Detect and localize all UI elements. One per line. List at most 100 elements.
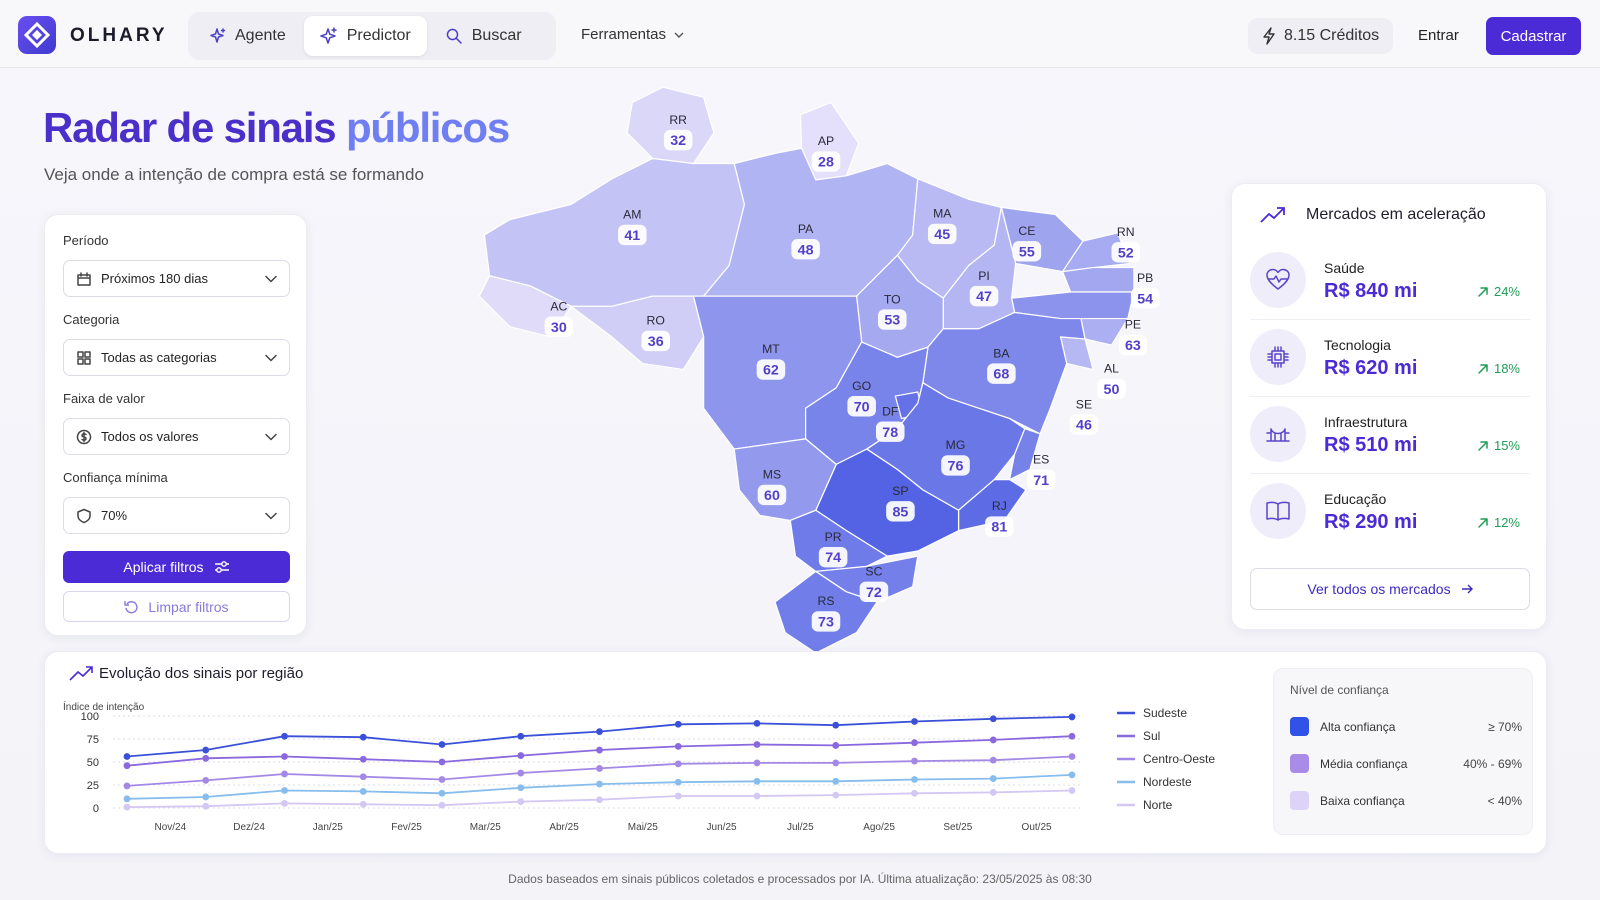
filter-label: Período <box>63 233 109 248</box>
up-arrow <box>1478 440 1488 451</box>
series-point <box>517 752 525 759</box>
market-row[interactable]: Infraestrutura R$ 510 mi 15% <box>1250 396 1530 474</box>
series-point <box>989 775 997 782</box>
tab-label: Agente <box>235 27 286 44</box>
y-tick-label: 75 <box>87 734 99 746</box>
market-change: 24% <box>1477 284 1520 299</box>
confidence-range: 40% - 69% <box>1463 757 1522 771</box>
state-code: RS <box>818 594 835 608</box>
filter-select[interactable]: Próximos 180 dias <box>63 260 290 297</box>
filter-card: Aplicar filtros Limpar filtros Período Pr… <box>44 214 307 636</box>
title-accent: públicos <box>345 104 510 151</box>
legend-label: Nordeste <box>1143 775 1192 789</box>
chart-card: Evolução dos sinais por região Índice de… <box>44 651 1547 854</box>
legend-label: Centro-Oeste <box>1143 752 1215 766</box>
signup-button[interactable]: Cadastrar <box>1486 17 1581 55</box>
nav-tab[interactable]: Buscar <box>429 16 538 56</box>
series-point <box>202 777 210 784</box>
state-shape <box>570 295 705 371</box>
state-code: CE <box>1018 224 1035 238</box>
series-point <box>596 728 603 736</box>
brand: OLHARY <box>70 25 168 46</box>
series-point <box>596 765 603 772</box>
chevron-path <box>265 275 277 282</box>
market-row[interactable]: Saúde R$ 840 mi 24% <box>1250 242 1530 320</box>
series-point <box>1068 753 1076 760</box>
value-badge <box>1097 378 1126 400</box>
series-point <box>359 773 367 781</box>
state-code: MS <box>763 468 781 482</box>
credits[interactable]: 8.15 Créditos <box>1248 18 1394 54</box>
state-code: BA <box>993 346 1010 360</box>
select-icon <box>76 429 92 444</box>
market-glyph <box>1266 428 1290 442</box>
state-code: RN <box>1117 225 1135 239</box>
market-row[interactable]: Tecnologia R$ 620 mi 18% <box>1250 319 1530 397</box>
state-code: SP <box>892 484 908 498</box>
series-point <box>123 762 131 770</box>
markets-button[interactable]: Ver todos os mercados <box>1250 568 1530 610</box>
market-name: Saúde <box>1324 260 1365 276</box>
state-code: PI <box>978 269 990 283</box>
apply-button[interactable]: Aplicar filtros <box>63 551 290 583</box>
state-value: 54 <box>1137 291 1153 307</box>
change-label: 15% <box>1493 438 1520 453</box>
filter-select[interactable]: Todas as categorias <box>63 339 290 376</box>
chevron-path <box>265 512 277 519</box>
x-tick-label: Jul/25 <box>787 822 814 833</box>
market-name: Infraestrutura <box>1324 414 1408 430</box>
filter-label: Confiança mínima <box>63 470 168 485</box>
legend-label: Sul <box>1143 729 1160 743</box>
market-row[interactable]: Educação R$ 290 mi 12% <box>1250 473 1530 551</box>
market-value: R$ 510 mi <box>1324 434 1418 456</box>
series-point <box>438 758 446 766</box>
series-point <box>359 800 367 808</box>
legend-label: Sudeste <box>1143 706 1187 720</box>
series-point <box>281 800 288 807</box>
clear-button[interactable]: Limpar filtros <box>63 591 290 622</box>
state-code: SC <box>865 565 882 579</box>
nav-tab[interactable]: Agente <box>192 16 302 56</box>
confidence-name: Alta confiança <box>1320 720 1396 734</box>
market-change: 15% <box>1477 438 1520 453</box>
state-code: DF <box>882 404 898 418</box>
filter-select[interactable]: 70% <box>63 497 290 534</box>
sliders-icon <box>214 561 229 573</box>
series-point <box>202 746 210 754</box>
state-shape <box>1008 428 1041 481</box>
series-point <box>438 776 446 783</box>
state-value: 74 <box>825 550 841 566</box>
series-point <box>596 780 603 788</box>
series-point <box>911 776 918 783</box>
state-code: PR <box>825 530 842 544</box>
title-main: Radar de sinais <box>43 104 337 151</box>
up-arrow <box>1478 286 1488 297</box>
x-tick-label: Mar/25 <box>470 822 502 833</box>
state-value: 47 <box>976 289 992 305</box>
tools-menu[interactable]: Ferramentas <box>581 26 684 43</box>
hero-title: Radar de sinais públicos <box>43 104 510 152</box>
nav-tab[interactable]: Predictor <box>303 16 427 56</box>
logo[interactable] <box>18 16 56 54</box>
state-value: 36 <box>648 334 664 350</box>
market-icon <box>1250 483 1306 539</box>
series-point <box>753 792 761 800</box>
select-icon-path <box>77 350 91 365</box>
filter-select[interactable]: Todos os valores <box>63 418 290 455</box>
series-point <box>202 802 210 810</box>
markets-title: Mercados em aceleração <box>1306 206 1486 223</box>
tab-icon-path <box>319 27 337 44</box>
confidence-name: Baixa confiança <box>1320 794 1405 808</box>
markets-card: Mercados em aceleração Ver todos os merc… <box>1231 183 1547 630</box>
series-point <box>674 778 682 786</box>
state-value: 30 <box>551 320 567 336</box>
value-badge <box>859 581 889 603</box>
series-point <box>753 777 761 785</box>
y-tick-label: 25 <box>87 780 99 792</box>
footer: Dados baseados em sinais públicos coleta… <box>508 872 1092 886</box>
series-point <box>832 742 840 749</box>
series-point <box>832 721 840 729</box>
login-link[interactable]: Entrar <box>1418 27 1459 44</box>
select-icon <box>77 271 91 286</box>
up-arrow-path <box>1478 440 1488 451</box>
